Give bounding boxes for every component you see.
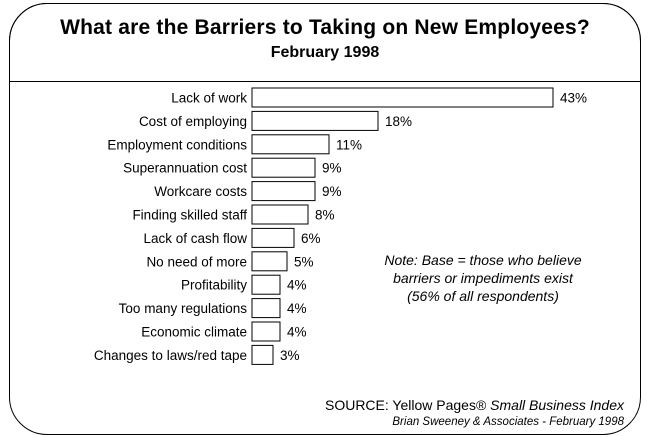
bar xyxy=(251,110,379,131)
bar xyxy=(251,87,554,108)
chart-title: What are the Barriers to Taking on New E… xyxy=(60,16,590,39)
category-label: Cost of employing xyxy=(139,114,247,129)
bar-value-label: 4% xyxy=(287,325,307,340)
category-label: Profitability xyxy=(181,278,247,293)
bar xyxy=(251,204,309,225)
source-publication: Small Business Index xyxy=(490,397,624,413)
bar-value-label: 5% xyxy=(294,254,314,269)
category-label: Workcare costs xyxy=(154,184,247,199)
category-label: Lack of work xyxy=(171,91,247,106)
title-panel xyxy=(9,3,641,82)
bar-value-label: 9% xyxy=(322,184,342,199)
bar-value-label: 9% xyxy=(322,161,342,176)
category-label: Lack of cash flow xyxy=(143,231,247,246)
bar xyxy=(251,134,330,155)
bar-value-label: 11% xyxy=(336,137,362,152)
bar xyxy=(251,321,281,342)
bar-value-label: 4% xyxy=(287,301,307,316)
bar xyxy=(251,181,316,202)
category-label: Changes to laws/red tape xyxy=(94,348,247,363)
bar-value-label: 8% xyxy=(315,208,335,223)
category-label: Finding skilled staff xyxy=(132,208,247,223)
category-label: No need of more xyxy=(146,254,247,269)
base-note: Note: Base = those who believe barriers … xyxy=(384,252,582,304)
bar xyxy=(251,344,274,365)
bar-value-label: 43% xyxy=(560,91,587,106)
category-label: Superannuation cost xyxy=(123,161,247,176)
category-label: Employment conditions xyxy=(107,137,247,152)
bar xyxy=(251,157,316,178)
bar xyxy=(251,274,281,295)
category-label: Too many regulations xyxy=(119,301,248,316)
source-prefix: SOURCE: Yellow Pages® xyxy=(324,397,487,413)
bar xyxy=(251,251,288,272)
category-label: Economic climate xyxy=(141,325,247,340)
bar-value-label: 3% xyxy=(280,348,300,363)
bar-value-label: 4% xyxy=(287,278,307,293)
bars-group: Lack of work 43% Cost of employing 18% Emplo… xyxy=(94,87,587,365)
source-line: SOURCE: Yellow Pages® Small Business Ind… xyxy=(325,397,624,413)
bar xyxy=(251,298,281,319)
source-credit: Brian Sweeney & Associates - February 19… xyxy=(392,416,624,428)
bar-value-label: 18% xyxy=(385,114,412,129)
bar-value-label: 6% xyxy=(301,231,321,246)
chart-subtitle: February 1998 xyxy=(270,44,380,61)
bar xyxy=(251,227,295,248)
